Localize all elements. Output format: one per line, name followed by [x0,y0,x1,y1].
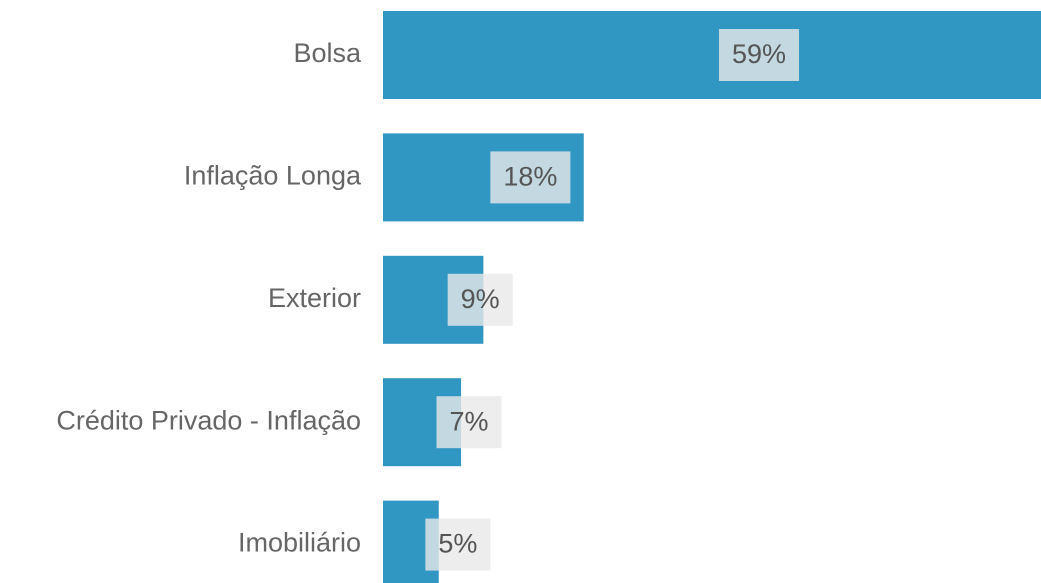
category-label: Imobiliário [238,528,361,558]
value-label: 59% [732,39,786,69]
value-label: 9% [461,284,500,314]
bar [383,11,1041,99]
value-label: 7% [450,406,489,436]
label-box [425,518,491,571]
label-box [718,29,800,81]
category-label: Crédito Privado - Inflação [56,405,361,435]
category-label: Exterior [268,283,361,313]
label-box [436,396,502,449]
category-label: Bolsa [293,38,362,68]
value-label: 5% [438,529,477,559]
value-label: 18% [503,162,557,192]
label-box [447,273,513,326]
category-label: Inflação Longa [184,161,362,191]
label-box [490,151,571,204]
